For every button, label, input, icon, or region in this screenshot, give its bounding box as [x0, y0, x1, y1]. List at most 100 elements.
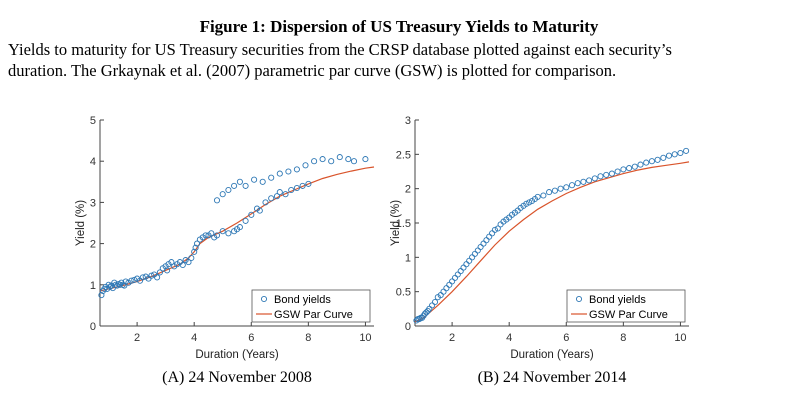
panel-b-bond-yield-point	[489, 230, 496, 237]
panel-a-bond-yield-point	[213, 197, 221, 204]
panel-a-x-tick-label: 2	[134, 332, 140, 344]
panel-a-bond-yield-point	[122, 278, 129, 285]
panel-a-bond-yield-point	[288, 186, 295, 194]
panel-b-bond-yield-point	[648, 158, 655, 165]
panel-a-bond-yield-point	[336, 154, 343, 161]
panel-b-bond-yield-point	[429, 302, 436, 309]
panel-a-bond-yield-point	[293, 184, 300, 192]
panel-a-y-tick-label: 1	[90, 280, 96, 292]
panel-b-bond-yield-point	[614, 168, 621, 175]
panel-b-legend-box	[566, 289, 686, 323]
panel-b-bond-yield-point	[460, 264, 467, 271]
panel-b-bond-yield-point	[480, 240, 487, 247]
panel-a-y-tick-label: 5	[90, 115, 96, 127]
panel-b-bond-yield-point	[423, 309, 430, 316]
panel-b-bond-yield-point	[586, 177, 593, 184]
panel-b-bond-yield-point	[568, 182, 576, 189]
panel-a-x-tick-label: 10	[359, 332, 371, 344]
chart-panel-a: 0 1 2 3 4 5 2 4 6 8 10 Duration (Years) Yield (%) Bon…	[75, 115, 375, 386]
panel-a-bond-yield-point	[242, 217, 249, 224]
panel-a-bond-yield-point	[168, 259, 175, 266]
panel-b-bond-yield-point	[483, 237, 490, 244]
panel-b-bond-yield-point	[574, 180, 581, 187]
panel-b-bond-yield-point	[494, 225, 501, 232]
panel-b-bond-yield-point	[626, 165, 633, 172]
panel-b-bond-yield-point	[540, 192, 547, 199]
panel-a-bond-yield-point	[273, 193, 281, 200]
panel-a-bond-yield-point	[106, 283, 114, 290]
panel-a-bond-yield-point	[259, 178, 266, 185]
panel-a-bond-yield-point	[128, 277, 135, 284]
panel-a-gsw-par-curve	[99, 166, 375, 292]
panel-a-bond-yield-point	[219, 228, 226, 235]
panel-a-bond-yield-point	[231, 182, 238, 189]
panel-b-y-tick-label: 2.5	[396, 149, 411, 161]
panel-a-bond-yield-point	[192, 244, 199, 251]
panel-b-bond-yield-point	[671, 151, 678, 158]
panel-a-bond-yield-point	[164, 267, 171, 274]
panel-a-bond-yield-point	[188, 254, 195, 262]
panel-a-bond-yield-point	[179, 261, 186, 269]
caption-line-1: Yields to maturity for US Treasury secur…	[8, 40, 672, 59]
panel-a-bond-yield-point	[139, 274, 146, 281]
panel-a-legend-marker-bond-yields	[260, 295, 268, 303]
panel-a-y-tick-label: 4	[90, 156, 96, 168]
panel-a-bond-yield-point	[154, 274, 161, 281]
panel-b-y-tick-label: 3	[405, 115, 411, 127]
panel-b-bond-yield-point	[597, 173, 604, 180]
panel-b-bond-yield-point	[486, 233, 493, 240]
panel-b-x-tick-label: 6	[563, 332, 569, 344]
panel-b-y-tick-label: 2	[405, 184, 411, 196]
panel-b-bond-yield-point	[557, 185, 564, 192]
panel-b-y-tick-label: 0	[405, 321, 411, 333]
panel-a-x-tick-label: 4	[191, 332, 197, 344]
panel-b-bond-yield-point	[440, 288, 447, 295]
caption-line-2: duration. The Grkaynak et al. (2007) par…	[8, 61, 617, 80]
panel-a-bond-yield-point	[305, 180, 312, 187]
panel-a-y-axis-label: Yield (%)	[75, 200, 87, 246]
panel-a-bond-yield-point	[276, 170, 283, 177]
panel-b-x-axis-label: Duration (Years)	[510, 349, 593, 361]
panel-b-legend-label-bond-yields: Bond yields	[589, 294, 646, 306]
panel-a-bond-yield-point	[219, 191, 226, 198]
panel-b-bond-yield-point	[449, 278, 456, 285]
panel-b-bond-yield-point	[643, 159, 650, 166]
panel-b-bond-yield-point	[466, 257, 473, 264]
panel-a-bond-yield-point	[236, 178, 243, 185]
panel-b-x-tick-label: 10	[674, 332, 686, 344]
panel-a-legend-box	[251, 289, 371, 323]
panel-a-bond-yield-point	[362, 156, 369, 163]
panel-b-x-tick-label: 4	[506, 332, 512, 344]
panel-a-y-tick-label: 2	[90, 239, 96, 251]
figure-caption: Yields to maturity for US Treasury secur…	[8, 39, 793, 81]
panel-b-bond-yield-point	[546, 189, 553, 196]
panel-a-bond-yield-point	[236, 224, 243, 231]
panel-a-bond-yield-point	[191, 248, 198, 255]
panel-b-y-tick-label: 0.5	[396, 287, 411, 299]
panel-b-bond-yield-point	[563, 184, 570, 191]
panel-a-bond-yield-point	[185, 259, 192, 266]
panel-a-bond-yield-point	[302, 162, 309, 169]
panel-b-y-tick-label: 1	[405, 252, 411, 264]
panel-b-x-tick-label: 8	[620, 332, 626, 344]
panel-a-bond-yield-point	[131, 276, 138, 283]
panel-a-bond-yield-point	[225, 186, 232, 194]
panel-b-bond-yield-point	[443, 285, 450, 292]
panel-a-x-tick-label: 8	[305, 332, 311, 344]
panel-b-bond-yield-point	[580, 178, 587, 185]
panel-a-bond-yield-point	[193, 240, 201, 247]
panel-b-bond-yield-point	[413, 317, 420, 324]
panel-a-x-tick-label: 6	[248, 332, 254, 344]
panel-a-bond-yield-point	[276, 189, 283, 196]
panel-b-bond-yield-point	[631, 163, 638, 170]
panel-a-legend-label-bond-yields: Bond yields	[274, 294, 331, 306]
panel-a-bond-yield-point	[319, 156, 326, 163]
panel-a-bond-yield-point	[328, 158, 335, 165]
panel-b-bond-yield-point	[446, 281, 453, 288]
panel-a-bond-yield-point	[225, 230, 232, 237]
figure-title: Figure 1: Dispersion of US Treasury Yiel…	[199, 17, 599, 36]
panel-b-bond-yield-point	[431, 298, 439, 306]
panel-b-bond-yield-point	[451, 274, 459, 281]
panel-a-bond-yield-point	[208, 230, 215, 237]
panel-b-bond-yield-point	[683, 147, 690, 154]
